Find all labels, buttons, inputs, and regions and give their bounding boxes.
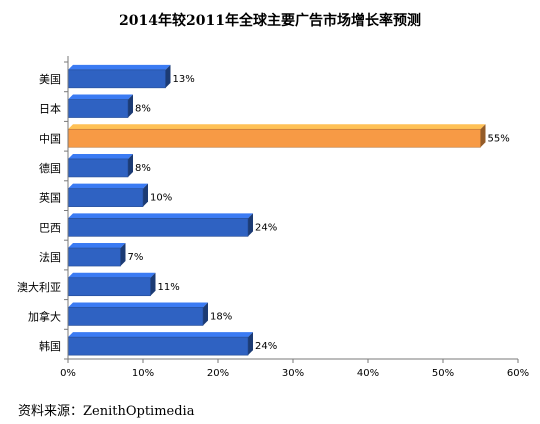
chart-title: 2014年较2011年全球主要广告市场增长率预测 xyxy=(119,13,421,29)
bar xyxy=(67,158,129,178)
bar xyxy=(67,307,204,326)
bar-end-face xyxy=(203,302,208,326)
bar-group-3 xyxy=(67,124,486,148)
value-label: 13% xyxy=(173,74,195,85)
value-label: 8% xyxy=(135,104,151,115)
bar xyxy=(67,69,166,89)
bar-group-7 xyxy=(67,243,126,267)
category-label: 澳大利亚 xyxy=(17,280,61,294)
x-tick-label: 20% xyxy=(207,368,229,379)
x-tick-label: 10% xyxy=(132,368,154,379)
category-label: 巴西 xyxy=(39,221,61,234)
value-label: 11% xyxy=(158,282,180,293)
bar-group-2 xyxy=(67,94,133,118)
bar xyxy=(67,218,249,237)
bar-end-face xyxy=(150,272,156,296)
bar xyxy=(67,128,481,148)
bars-layer xyxy=(67,64,486,356)
category-label: 加拿大 xyxy=(28,309,61,323)
bar xyxy=(67,277,151,297)
bar-top-face xyxy=(68,124,486,130)
bar xyxy=(67,99,129,118)
bar-top-face xyxy=(68,332,253,338)
bar-top-face xyxy=(68,64,171,70)
bar-end-face xyxy=(143,183,148,207)
bar-end-face xyxy=(480,124,486,148)
source-note: 资料来源：ZenithOptimedia xyxy=(18,404,195,419)
bar-top-face xyxy=(68,153,133,159)
bar-end-face xyxy=(165,64,171,88)
bar-end-face xyxy=(248,213,253,237)
value-label: 55% xyxy=(488,133,510,144)
bar-group-5 xyxy=(67,183,148,207)
x-tick-label: 60% xyxy=(507,368,529,379)
value-label: 24% xyxy=(255,341,277,352)
bar-group-1 xyxy=(67,64,171,89)
x-tick-label: 30% xyxy=(282,368,304,379)
category-label: 中国 xyxy=(39,132,61,145)
bar-group-10 xyxy=(67,332,253,356)
value-label: 7% xyxy=(128,252,144,263)
category-label: 韩国 xyxy=(39,339,61,353)
x-tick-label: 0% xyxy=(60,368,76,379)
bar-group-8 xyxy=(67,272,156,297)
bar-group-9 xyxy=(67,302,208,326)
value-label: 8% xyxy=(135,163,151,174)
bar xyxy=(67,188,144,207)
bar xyxy=(67,247,121,267)
bar-top-face xyxy=(68,183,148,189)
category-label: 英国 xyxy=(39,191,61,205)
bar-group-4 xyxy=(67,153,133,178)
bar-top-face xyxy=(68,272,156,278)
bar-end-face xyxy=(120,243,126,267)
bar-top-face xyxy=(68,213,253,219)
category-label: 法国 xyxy=(39,250,61,264)
bar-end-face xyxy=(128,94,133,118)
category-label: 日本 xyxy=(39,102,61,116)
bar-top-face xyxy=(68,94,133,100)
category-label: 美国 xyxy=(39,73,61,86)
category-label: 德国 xyxy=(39,161,61,175)
value-label: 24% xyxy=(255,222,277,233)
x-tick-label: 40% xyxy=(357,368,379,379)
bar-top-face xyxy=(68,243,126,249)
axis-layer: 美国 13% 日本 8% 中国 55% 德国 8% 英国 10% 巴西 24% 法国 7% 澳大利亚 11% 加… xyxy=(17,56,529,379)
bar xyxy=(67,336,249,356)
bar-end-face xyxy=(248,332,253,356)
value-label: 10% xyxy=(150,193,172,204)
bar-group-6 xyxy=(67,213,253,237)
bar-top-face xyxy=(68,302,208,308)
x-tick-label: 50% xyxy=(432,368,454,379)
value-label: 18% xyxy=(210,311,232,322)
bar-end-face xyxy=(128,153,133,177)
